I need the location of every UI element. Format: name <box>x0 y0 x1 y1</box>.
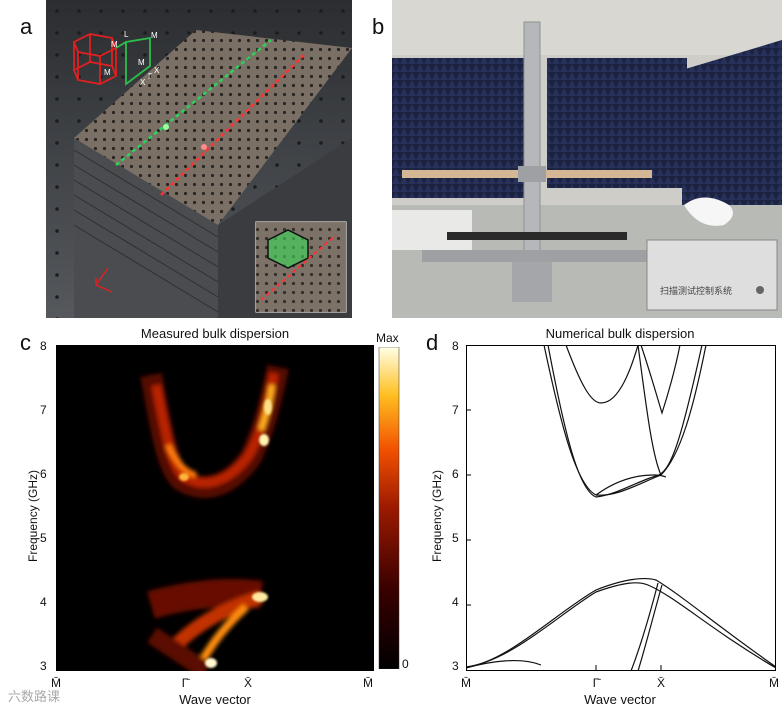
chart-d-xtick-gamma: Γ̄ <box>592 676 600 690</box>
chart-c-xtick-x: X̄ <box>243 676 252 690</box>
chart-c-ytick-8: 8 <box>40 339 47 353</box>
band-upper-1 <box>543 345 707 496</box>
chart-c-ytick-3: 3 <box>40 659 47 673</box>
chart-d-xtick-m2: M̄ <box>769 676 779 690</box>
band-lower-1 <box>466 578 776 668</box>
control-box-label: 扫描测试控制系统 <box>660 286 733 296</box>
band-upper-4 <box>640 345 681 415</box>
panel-letter-d: d <box>426 330 439 355</box>
lattice-label-x2: X <box>140 78 146 87</box>
setup-photo-illustration <box>392 0 782 318</box>
chart-d-ytick-3: 3 <box>452 659 459 673</box>
band-lower-4 <box>637 584 663 671</box>
panel-letter-a: a <box>20 14 33 39</box>
lattice-label-m1: M <box>111 40 118 49</box>
setup-photo: 扫描测试控制系统 <box>392 0 782 318</box>
chart-d-title: Numerical bulk dispersion <box>545 326 695 341</box>
chart-d-bands <box>466 345 776 671</box>
chart-c-title: Measured bulk dispersion <box>140 326 290 341</box>
band-upper-3 <box>565 345 639 404</box>
lattice-label-x1: X <box>154 66 160 75</box>
chart-d-xtick-x: X̄ <box>656 676 665 690</box>
chart-d-xlabel: Wave vector <box>584 692 656 707</box>
chart-c-ylabel: Frequency (GHz) <box>26 469 40 562</box>
lattice-label-gamma: Γ <box>148 72 153 81</box>
colorbar-max-label: Max <box>376 331 399 345</box>
lattice-label-l: L <box>124 30 129 39</box>
band-lower-5 <box>466 660 542 669</box>
chart-c-ytick-5: 5 <box>40 531 47 545</box>
chart-c-xtick-m1: M̄ <box>51 676 61 690</box>
chart-d-ytick-4: 4 <box>452 595 459 609</box>
band-upper-2 <box>547 345 703 498</box>
chart-c-xtick-gamma: Γ̄ <box>181 676 189 690</box>
chart-d-ytick-6: 6 <box>452 467 459 481</box>
panel-letter-b: b <box>372 14 385 39</box>
lattice-label-m2: M <box>151 31 158 40</box>
band-lower-2 <box>466 582 776 669</box>
band-lower-3 <box>630 582 659 671</box>
chart-d-ytick-8: 8 <box>452 339 459 353</box>
sample-photo: L M M M M X X Γ <box>46 0 352 318</box>
chart-c-heatmap <box>56 345 374 671</box>
chart-d-xtick-m1: M̄ <box>461 676 471 690</box>
watermark: 六数路课 <box>8 689 61 704</box>
chart-d-ytick-5: 5 <box>452 531 459 545</box>
chart-c-xtick-m2: M̄ <box>363 676 373 690</box>
colorbar-min-label: 0 <box>402 657 409 671</box>
chart-d-ylabel: Frequency (GHz) <box>430 469 444 562</box>
chart-c-ytick-6: 6 <box>40 467 47 481</box>
sample-photo-illustration <box>46 0 352 318</box>
band-upper-6 <box>595 474 667 496</box>
lattice-label-m3: M <box>138 58 145 67</box>
lattice-label-m4: M <box>104 68 111 77</box>
panel-letter-c: c <box>20 330 31 355</box>
chart-c-ytick-7: 7 <box>40 403 47 417</box>
chart-d-ytick-7: 7 <box>452 403 459 417</box>
chart-c-xlabel: Wave vector <box>179 692 251 707</box>
band-upper-5 <box>637 345 662 476</box>
chart-c-ytick-4: 4 <box>40 595 47 609</box>
colorbar <box>378 347 400 669</box>
